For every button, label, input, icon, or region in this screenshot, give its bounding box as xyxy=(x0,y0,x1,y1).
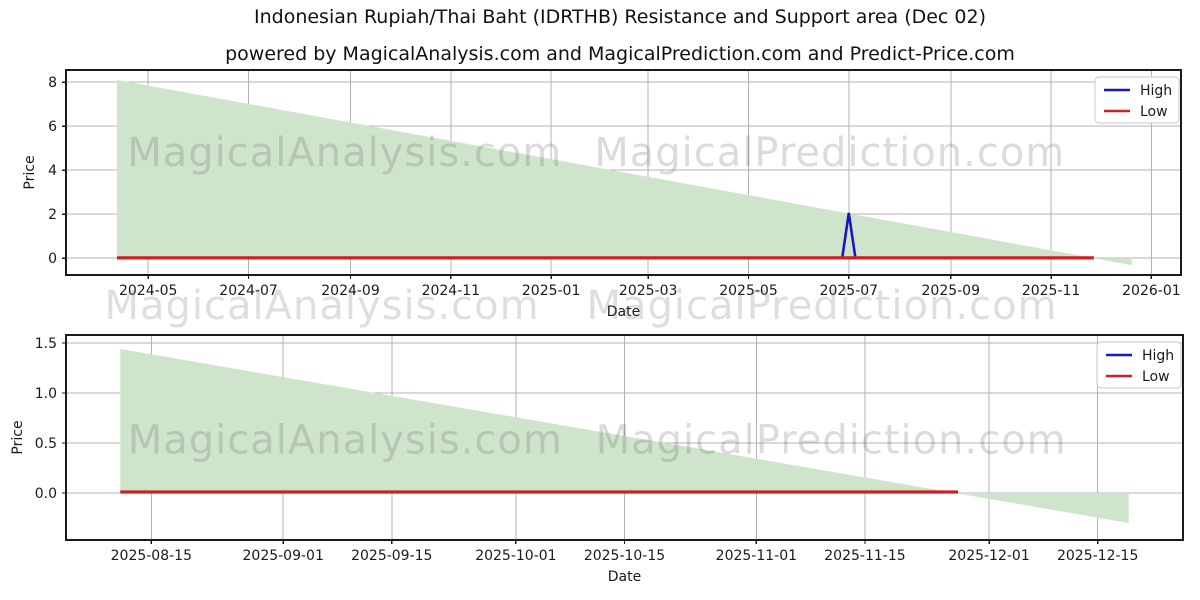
y-tick-label: 6 xyxy=(48,119,57,135)
y-tick-label: 0.5 xyxy=(35,436,57,452)
legend-label-low: Low xyxy=(1142,369,1170,385)
watermark-text: MagicalPrediction.com xyxy=(596,418,1067,464)
x-tick-label: 2026-01 xyxy=(1122,283,1181,299)
y-axis-label: Price xyxy=(22,155,38,189)
x-tick-label: 2024-09 xyxy=(321,283,380,299)
watermark-magicalanalysis: MagicalAnalysis.com xyxy=(104,283,540,329)
y-tick-label: 1.0 xyxy=(35,386,57,402)
top-price-chart: MagicalAnalysis.com MagicalPrediction.com… xyxy=(22,69,1182,320)
x-tick-label: 2025-10-15 xyxy=(584,548,665,564)
plot-border xyxy=(65,69,1182,276)
x-axis-label: Date xyxy=(608,569,641,585)
y-tick-label: 1.5 xyxy=(35,336,57,352)
x-tick-label: 2025-08-15 xyxy=(111,548,192,564)
x-tick-label: 2025-09-15 xyxy=(351,548,432,564)
y-tick-label: 4 xyxy=(48,163,57,179)
chart-title: Indonesian Rupiah/Thai Baht (IDRTHB) Res… xyxy=(253,6,987,28)
x-tick-label: 2025-11-15 xyxy=(824,548,905,564)
legend-label-high: High xyxy=(1142,348,1174,364)
watermark-magicalprediction: MagicalPrediction.com xyxy=(586,283,1058,329)
y-tick-label: 0.0 xyxy=(35,486,57,502)
chart-subtitle: powered by MagicalAnalysis.com and Magic… xyxy=(225,43,1015,65)
x-tick-label: 2025-09 xyxy=(922,283,981,299)
x-tick-label: 2025-12-01 xyxy=(948,548,1029,564)
x-tick-label: 2025-01 xyxy=(522,283,581,299)
watermark-text: MagicalAnalysis.com xyxy=(127,130,562,176)
y-tick-label: 0 xyxy=(48,251,57,267)
support-area xyxy=(116,79,1132,266)
watermark-text: MagicalPrediction.com xyxy=(594,130,1065,176)
support-area xyxy=(120,349,1129,523)
watermark-text: MagicalAnalysis.com xyxy=(128,418,563,464)
x-tick-label: 2025-03 xyxy=(619,283,678,299)
high-line xyxy=(840,212,857,259)
legend-label-high: High xyxy=(1140,83,1172,99)
x-tick-label: 2025-10-01 xyxy=(475,548,556,564)
x-tick-label: 2024-11 xyxy=(422,283,481,299)
x-tick-label: 2025-05 xyxy=(719,283,778,299)
x-tick-label: 2025-12-15 xyxy=(1057,548,1138,564)
x-tick-label: 2025-09-01 xyxy=(243,548,324,564)
y-tick-label: 8 xyxy=(48,75,57,91)
x-tick-label: 2025-11-01 xyxy=(716,548,797,564)
x-tick-label: 2024-07 xyxy=(219,283,278,299)
x-axis-label: Date xyxy=(607,304,640,320)
x-tick-label: 2024-05 xyxy=(119,283,178,299)
y-axis-label: Price xyxy=(10,420,26,454)
x-tick-label: 2025-07 xyxy=(820,283,879,299)
legend-label-low: Low xyxy=(1140,104,1168,120)
x-tick-label: 2025-11 xyxy=(1022,283,1081,299)
y-tick-label: 2 xyxy=(48,207,57,223)
